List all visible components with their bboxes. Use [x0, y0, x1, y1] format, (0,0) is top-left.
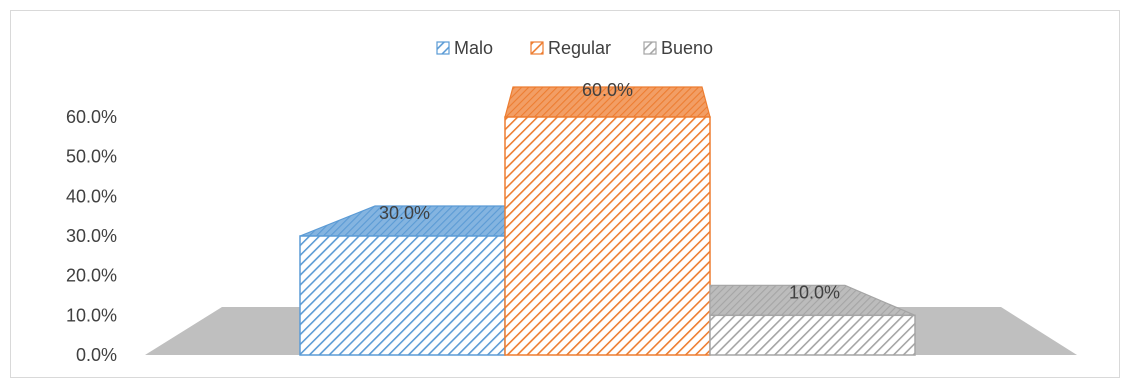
y-tick-label: 10.0%: [66, 305, 117, 325]
bar-front-face: [299, 235, 506, 356]
legend-swatch: [436, 41, 450, 55]
y-tick-label: 30.0%: [66, 226, 117, 246]
bar-front-face: [504, 116, 711, 356]
legend-item-regular: Regular: [530, 38, 611, 58]
legend-label: Malo: [454, 38, 493, 58]
y-tick-label: 60.0%: [66, 107, 117, 127]
data-label-regular: 60.0%: [582, 80, 633, 100]
data-label-malo: 30.0%: [379, 203, 430, 223]
y-tick-label: 50.0%: [66, 147, 117, 167]
bar-malo: [299, 205, 506, 356]
bar-bueno: [709, 284, 916, 356]
y-tick-label: 40.0%: [66, 186, 117, 206]
legend-label: Bueno: [661, 38, 713, 58]
legend-item-malo: Malo: [436, 38, 493, 58]
y-tick-label: 20.0%: [66, 266, 117, 286]
legend-swatch: [643, 41, 657, 55]
bar-regular: [504, 86, 711, 356]
legend-swatch: [530, 41, 544, 55]
legend-label: Regular: [548, 38, 611, 58]
data-label-bueno: 10.0%: [789, 282, 840, 302]
legend-item-bueno: Bueno: [643, 38, 713, 58]
bar-front-face: [709, 314, 916, 356]
y-tick-label: 0.0%: [76, 345, 117, 365]
